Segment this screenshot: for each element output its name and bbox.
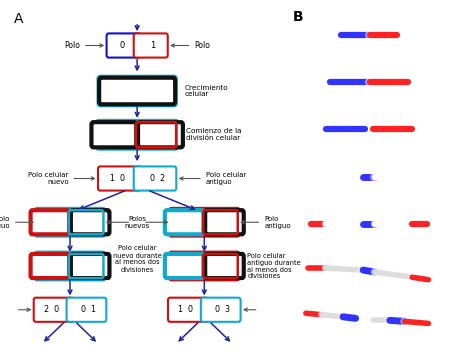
- Text: 1  0: 1 0: [110, 174, 125, 183]
- Text: Polo
antiguo: Polo antiguo: [264, 216, 291, 229]
- Text: B: B: [292, 9, 303, 24]
- FancyBboxPatch shape: [67, 298, 106, 322]
- Text: Polos
nuevos: Polos nuevos: [125, 216, 150, 229]
- Text: 2  0: 2 0: [44, 305, 59, 314]
- Text: A: A: [14, 12, 24, 26]
- FancyBboxPatch shape: [134, 33, 168, 57]
- FancyBboxPatch shape: [168, 298, 208, 322]
- FancyBboxPatch shape: [71, 254, 109, 278]
- Text: 0: 0: [119, 41, 124, 50]
- Text: 0  1: 0 1: [81, 305, 96, 314]
- Text: 0  3: 0 3: [216, 305, 230, 314]
- FancyBboxPatch shape: [71, 210, 109, 235]
- FancyBboxPatch shape: [91, 122, 136, 147]
- FancyBboxPatch shape: [165, 254, 203, 278]
- FancyBboxPatch shape: [138, 122, 183, 147]
- FancyBboxPatch shape: [96, 120, 178, 149]
- FancyBboxPatch shape: [205, 254, 244, 278]
- FancyBboxPatch shape: [98, 76, 176, 106]
- Text: Polo celular
antiguo: Polo celular antiguo: [206, 172, 246, 185]
- FancyBboxPatch shape: [165, 210, 203, 235]
- FancyBboxPatch shape: [169, 252, 239, 280]
- FancyBboxPatch shape: [201, 298, 241, 322]
- Text: Crecimiento
celular: Crecimiento celular: [184, 84, 228, 98]
- FancyBboxPatch shape: [31, 210, 69, 235]
- FancyBboxPatch shape: [107, 33, 140, 57]
- Text: Polo: Polo: [194, 41, 210, 50]
- Text: 0  2: 0 2: [150, 174, 165, 183]
- Text: 1  0: 1 0: [178, 305, 194, 314]
- Text: Polo
antiguo: Polo antiguo: [0, 216, 10, 229]
- FancyBboxPatch shape: [34, 298, 73, 322]
- Text: Polo celular
nuevo: Polo celular nuevo: [28, 172, 68, 185]
- FancyBboxPatch shape: [134, 167, 176, 190]
- FancyBboxPatch shape: [98, 167, 140, 190]
- Text: Polo celular
nuevo durante
al menos dos
divisiones: Polo celular nuevo durante al menos dos …: [112, 245, 162, 273]
- FancyBboxPatch shape: [35, 252, 105, 280]
- FancyBboxPatch shape: [205, 210, 244, 235]
- Text: Polo celular
antiguo durante
al menos dos
divisiones: Polo celular antiguo durante al menos do…: [247, 252, 301, 280]
- FancyBboxPatch shape: [99, 78, 175, 104]
- Text: Polo: Polo: [64, 41, 80, 50]
- FancyBboxPatch shape: [31, 254, 69, 278]
- FancyBboxPatch shape: [169, 208, 239, 237]
- Text: 1: 1: [150, 41, 155, 50]
- Text: Comienzo de la
división celular: Comienzo de la división celular: [186, 128, 241, 141]
- FancyBboxPatch shape: [35, 208, 105, 237]
